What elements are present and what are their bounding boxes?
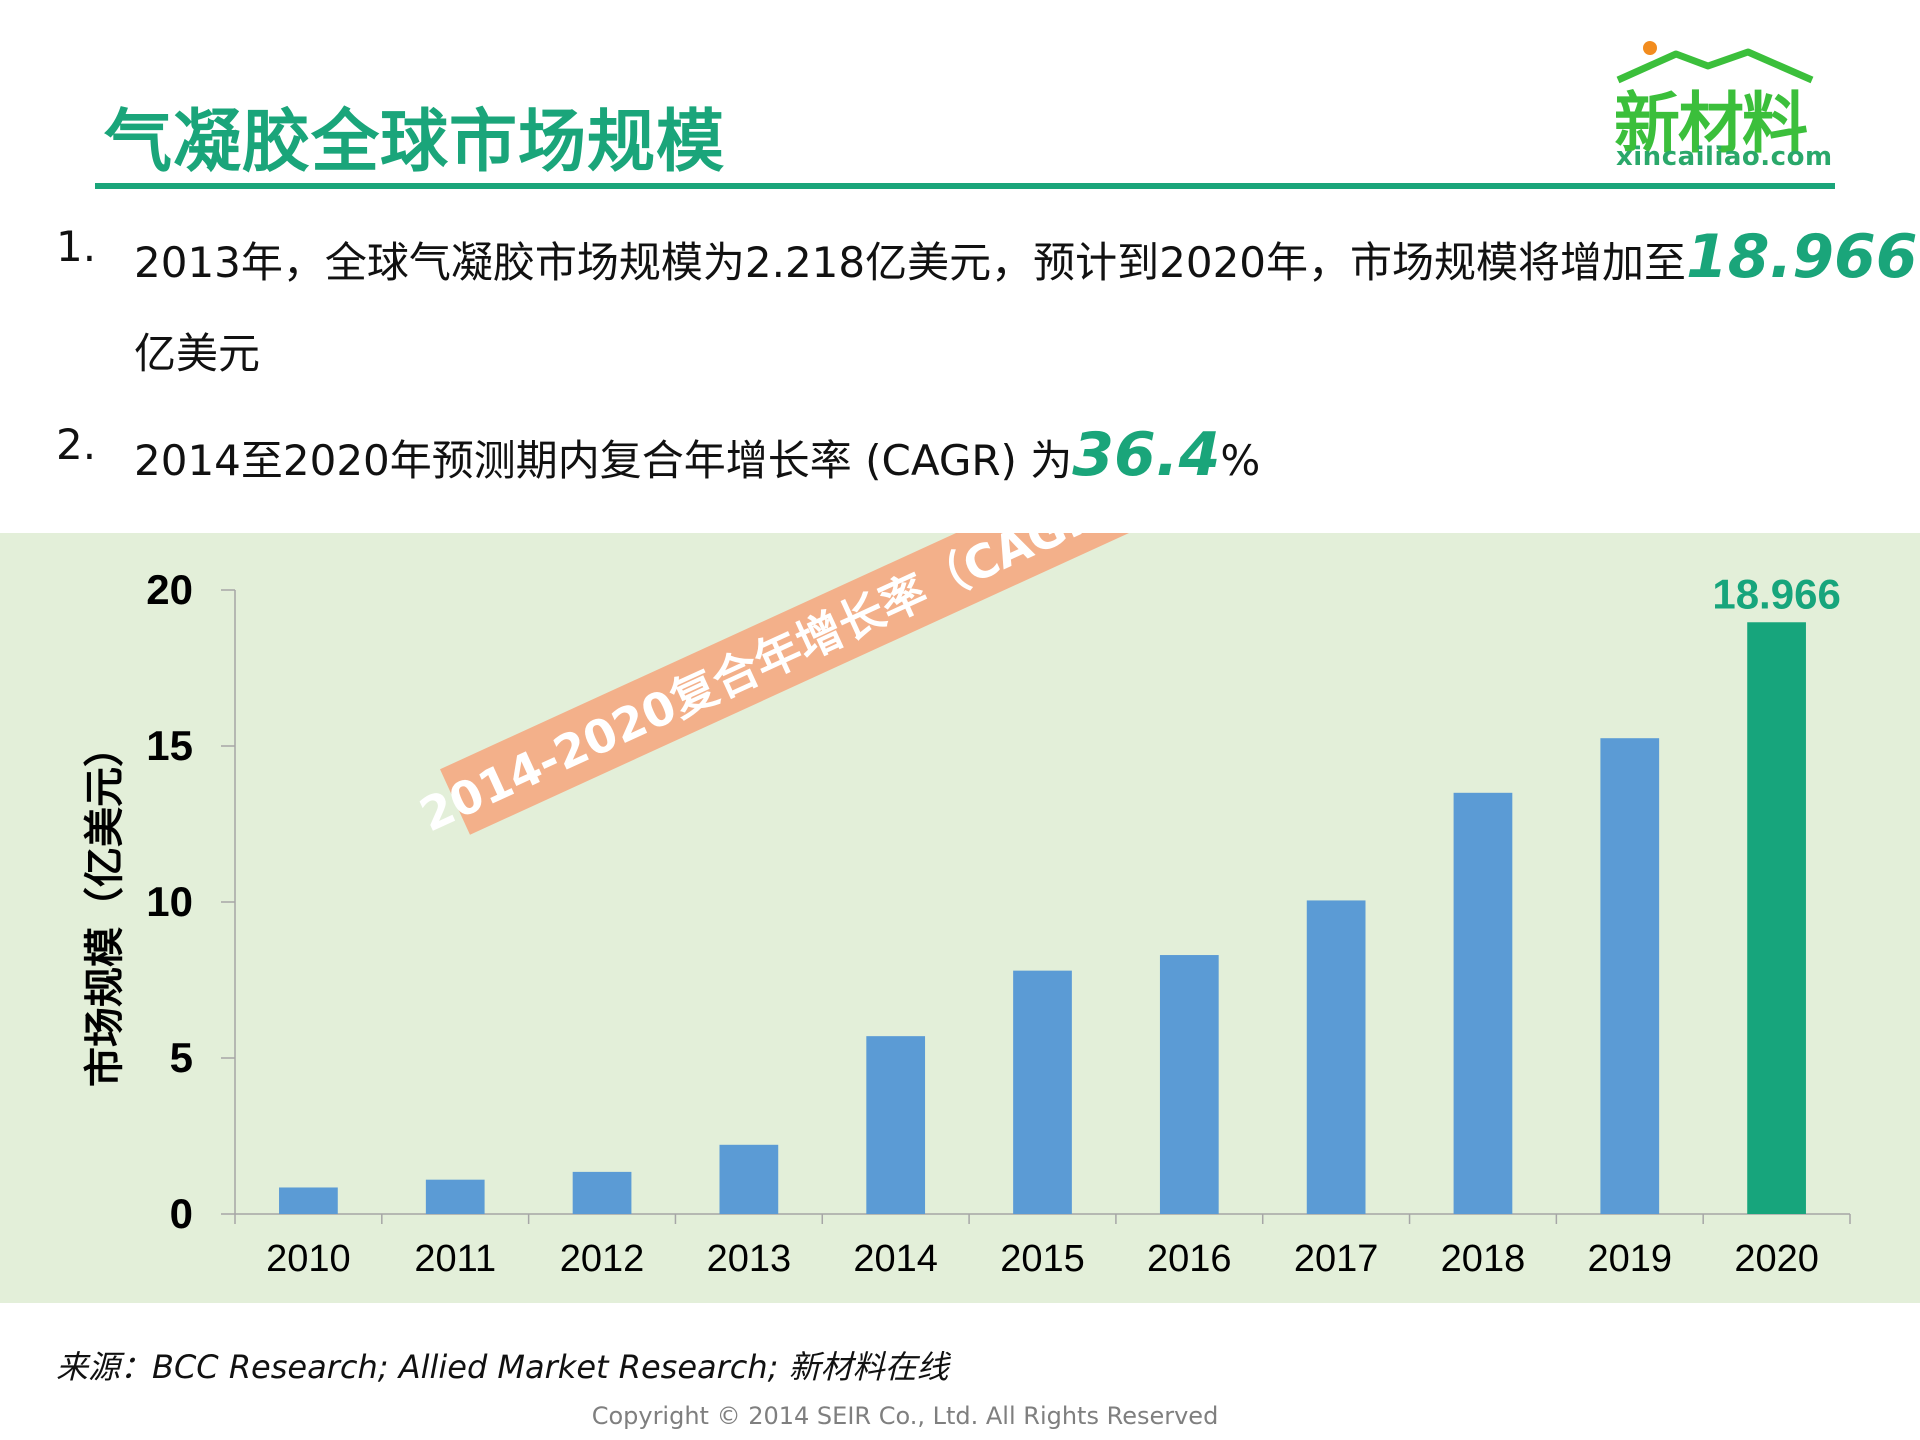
- y-tick-label: 5: [170, 1034, 193, 1081]
- bullet-2-text-line: 2014至2020年预测期内复合年增长率 (CAGR) 为36.4%: [134, 420, 1260, 490]
- chart-background: [0, 533, 1920, 1303]
- bullet-2-highlight: 36.4: [1072, 420, 1221, 490]
- bar-2018: [1453, 792, 1513, 1214]
- bullet-2-text-after: %: [1220, 436, 1261, 485]
- x-tick-label: 2020: [1734, 1238, 1819, 1280]
- x-tick-label: 2015: [1000, 1238, 1085, 1280]
- copyright: Copyright © 2014 SEIR Co., Ltd. All Righ…: [591, 1402, 1219, 1430]
- x-tick-label: 2017: [1294, 1238, 1379, 1280]
- bar-2010: [279, 1187, 338, 1214]
- source-note: 来源：BCC Research; Allied Market Research;…: [56, 1348, 949, 1386]
- x-tick-label: 2011: [414, 1238, 496, 1280]
- x-tick-label: 2018: [1441, 1238, 1526, 1280]
- bar-2012: [572, 1171, 632, 1214]
- x-tick-label: 2013: [707, 1238, 792, 1280]
- bar-2014: [866, 1036, 926, 1214]
- title-underline: [95, 183, 1835, 189]
- bullet-2-text: 2014至2020年预测期内复合年增长率 (CAGR) 为: [134, 436, 1073, 485]
- bullet-1-number: 1.: [56, 222, 97, 271]
- y-tick-label: 20: [146, 566, 193, 613]
- x-tick-label: 2014: [853, 1238, 938, 1280]
- bar-2015: [1013, 970, 1072, 1214]
- page-title: 气凝胶全球市场规模: [104, 103, 726, 182]
- data-label-2020: 18.966: [1712, 570, 1840, 617]
- x-tick-label: 2019: [1587, 1238, 1672, 1280]
- bullet-1-text-after: 亿美元: [134, 329, 261, 378]
- y-tick-label: 0: [170, 1190, 193, 1237]
- x-tick-label: 2012: [560, 1238, 645, 1280]
- logo-url: xincailiao.com: [1616, 142, 1833, 172]
- bullet-1-text: 2013年，全球气凝胶市场规模为2.218亿美元，预计到2020年，市场规模将增…: [134, 238, 1687, 287]
- market-size-bar-chart: 0 5 10 15 20 市场规模（亿美元） 2010 2011 2012 2013 2014 201…: [82, 533, 1851, 1280]
- bar-2017: [1306, 900, 1366, 1214]
- bar-2016: [1159, 955, 1219, 1214]
- bar-2019: [1600, 738, 1660, 1214]
- cagr-arrow: 2014-2020复合年增长率（CAGR）为36.4%: [412, 533, 1427, 842]
- cagr-arrow-shape: [440, 533, 1427, 835]
- logo: 新材料 xincailiao.com: [1598, 32, 1838, 172]
- bullet-1-highlight: 18.966: [1686, 222, 1918, 292]
- y-axis-title: 市场规模（亿美元）: [82, 727, 128, 1087]
- bar-2011: [425, 1179, 485, 1214]
- bar-2020: [1747, 622, 1806, 1214]
- x-tick-label: 2010: [266, 1238, 351, 1280]
- bullet-1-text-line: 2013年，全球气凝胶市场规模为2.218亿美元，预计到2020年，市场规模将增…: [134, 222, 1918, 292]
- house-roof-icon: [1616, 41, 1814, 84]
- logo-text: 新材料: [1614, 85, 1808, 162]
- x-tick-label: 2016: [1147, 1238, 1232, 1280]
- bullet-2-number: 2.: [56, 420, 97, 469]
- y-tick-label: 10: [146, 878, 193, 925]
- bar-2013: [719, 1144, 779, 1214]
- y-tick-label: 15: [146, 722, 193, 769]
